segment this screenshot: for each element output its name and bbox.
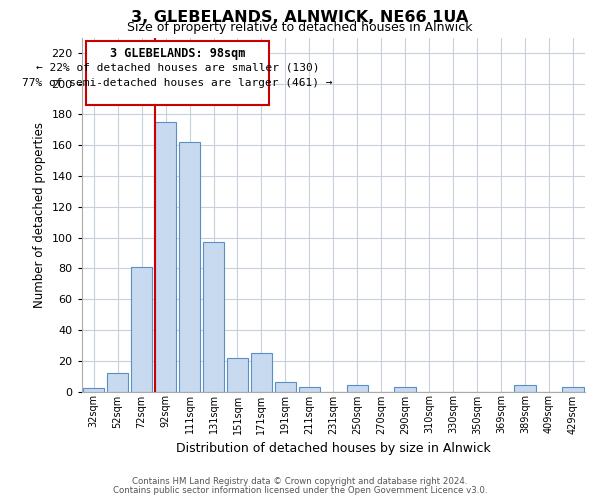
Y-axis label: Number of detached properties: Number of detached properties [33, 122, 46, 308]
Bar [562, 387, 584, 392]
Text: 3 GLEBELANDS: 98sqm: 3 GLEBELANDS: 98sqm [110, 46, 245, 60]
Bar [131, 267, 152, 392]
FancyBboxPatch shape [86, 40, 269, 105]
Text: Contains HM Land Registry data © Crown copyright and database right 2024.: Contains HM Land Registry data © Crown c… [132, 477, 468, 486]
Bar [83, 388, 104, 392]
Bar [107, 373, 128, 392]
Bar [155, 122, 176, 392]
Bar [203, 242, 224, 392]
Bar [275, 382, 296, 392]
Bar [251, 353, 272, 392]
Text: Size of property relative to detached houses in Alnwick: Size of property relative to detached ho… [127, 21, 473, 34]
X-axis label: Distribution of detached houses by size in Alnwick: Distribution of detached houses by size … [176, 442, 491, 455]
Bar [394, 387, 416, 392]
Bar [179, 142, 200, 392]
Bar [227, 358, 248, 392]
Text: 3, GLEBELANDS, ALNWICK, NE66 1UA: 3, GLEBELANDS, ALNWICK, NE66 1UA [131, 10, 469, 25]
Text: Contains public sector information licensed under the Open Government Licence v3: Contains public sector information licen… [113, 486, 487, 495]
Bar [514, 386, 536, 392]
Bar [299, 387, 320, 392]
Text: ← 22% of detached houses are smaller (130): ← 22% of detached houses are smaller (13… [36, 62, 319, 72]
Text: 77% of semi-detached houses are larger (461) →: 77% of semi-detached houses are larger (… [22, 78, 333, 88]
Bar [347, 386, 368, 392]
